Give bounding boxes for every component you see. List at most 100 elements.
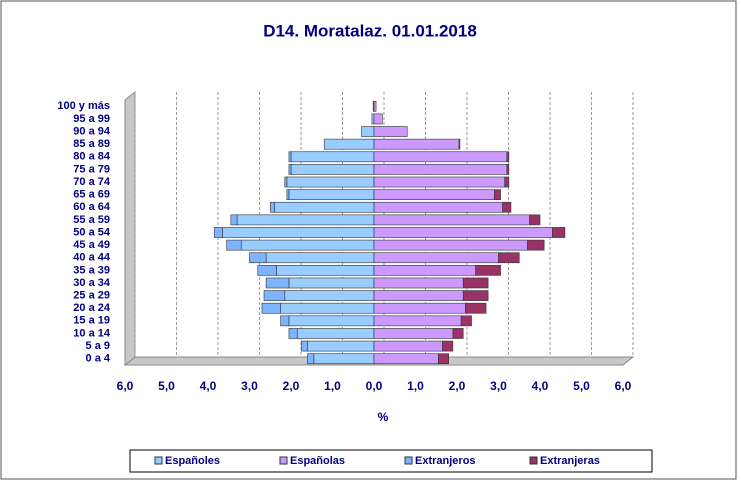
bar [529,214,541,226]
bar [249,252,267,264]
x-tick-label: 6,0 [615,379,632,393]
bar [373,252,499,264]
y-tick-label: 45 a 49 [73,239,110,251]
bar [442,340,454,352]
y-tick-label: 90 a 94 [73,125,111,137]
bar [261,302,281,314]
y-tick-label: 20 a 24 [73,302,111,314]
x-tick-label: 2,0 [449,379,466,393]
bar [288,164,292,175]
bar [236,214,375,226]
bar [263,290,286,301]
bar [222,227,375,238]
bar [280,302,375,314]
legend-swatch [279,456,288,465]
bar [373,353,439,365]
x-tick-label: 5,0 [573,379,590,393]
x-tick-label: 4,0 [532,379,549,393]
bar [361,126,375,137]
bar [373,100,377,112]
x-tick-label: 6,0 [117,379,134,393]
y-tick-label: 30 a 34 [73,277,111,289]
bar [464,302,487,314]
bar [323,138,375,150]
y-tick-label: 85 a 89 [73,138,110,150]
y-tick-label: 25 a 29 [73,290,110,302]
legend-label: Españoles [165,455,220,467]
x-tick-label: 1,0 [324,379,341,393]
bar [373,315,462,327]
bar [265,252,375,264]
bar [452,328,464,339]
legend-swatch [154,456,163,465]
legend [129,449,653,473]
bar [288,151,292,163]
y-tick-label: 60 a 64 [73,201,111,213]
bar [373,201,503,213]
bar [213,227,223,238]
bar [527,239,545,251]
bar [373,277,464,289]
y-tick-label: 15 a 19 [73,315,110,327]
x-axis-label: % [378,410,389,424]
y-tick-label: 65 a 69 [73,189,110,201]
bar [288,328,298,339]
bar [257,265,277,276]
y-tick-label: 0 a 4 [86,353,111,365]
bar [286,176,375,188]
bar [373,265,476,276]
x-tick-label: 0,0 [366,379,383,393]
y-tick-label: 10 a 14 [73,327,111,339]
bar [498,252,520,264]
bar [269,201,275,213]
x-tick-label: 2,0 [283,379,300,393]
y-tick-label: 5 a 9 [86,340,110,352]
bar [296,328,375,339]
bar [494,189,501,200]
bar [290,164,375,175]
bar [373,164,508,175]
bar [284,176,288,188]
bar [458,138,461,150]
x-tick-label: 4,0 [200,379,217,393]
bar [504,176,510,188]
y-tick-label: 35 a 39 [73,264,110,276]
y-tick-label: 40 a 44 [73,252,111,264]
bar [373,239,528,251]
bar [371,113,375,125]
y-tick-label: 75 a 79 [73,163,110,175]
bar [373,138,460,150]
bar [373,328,454,339]
bar [438,353,450,365]
bar [288,277,375,289]
x-tick-label: 3,0 [490,379,507,393]
bar [373,151,508,163]
bar [290,151,375,163]
bar [373,227,553,238]
bar [462,277,489,289]
x-tick-label: 3,0 [241,379,258,393]
bar [373,189,495,200]
bar [373,340,443,352]
bar [284,290,375,301]
bar [502,201,512,213]
bar [552,227,566,238]
bar [462,290,489,301]
legend-label: Extranjeros [415,455,476,467]
x-tick-label: 5,0 [158,379,175,393]
bar [307,353,315,365]
chart-title: D14. Moratalaz. 01.01.2018 [263,21,477,40]
bar [265,277,290,289]
legend-label: Españolas [290,455,345,467]
y-tick-label: 100 y más [57,100,110,112]
y-tick-label: 80 a 84 [73,151,111,163]
bar [301,340,308,352]
bar [288,315,375,327]
bar [475,265,501,276]
bar [280,315,290,327]
bar [230,214,238,226]
bar [276,265,375,276]
side-wall [124,90,136,367]
bar [286,189,290,200]
bar [373,214,530,226]
